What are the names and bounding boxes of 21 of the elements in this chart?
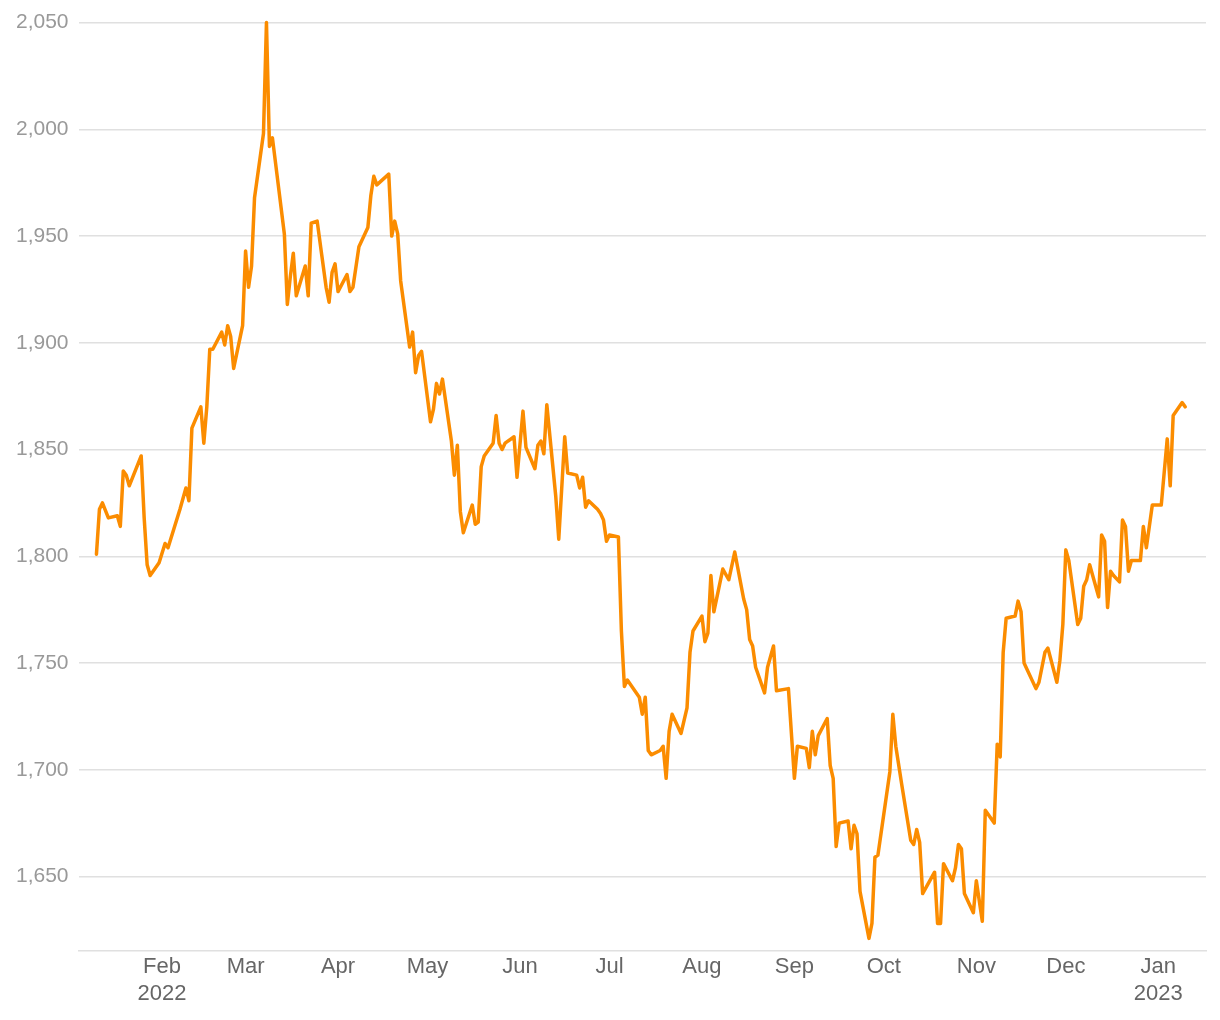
y-tick-label: 2,000 bbox=[15, 116, 69, 140]
y-tick-label: 1,750 bbox=[15, 649, 69, 673]
y-tick-label: 1,850 bbox=[15, 436, 69, 460]
x-tick-label: Jan 2023 bbox=[1133, 953, 1183, 1005]
x-tick-label: May bbox=[406, 953, 449, 979]
x-tick-label: Dec bbox=[1046, 953, 1086, 979]
x-tick-label: Mar bbox=[226, 953, 265, 979]
y-tick-label: 1,700 bbox=[15, 756, 69, 780]
y-tick-label: 1,950 bbox=[15, 222, 69, 246]
x-tick-label: Jul bbox=[595, 953, 624, 979]
x-tick-label: Apr bbox=[320, 953, 356, 979]
y-tick-label: 1,800 bbox=[15, 543, 69, 567]
x-tick-label: Jun bbox=[502, 953, 538, 979]
x-tick-label: Nov bbox=[956, 953, 996, 979]
y-tick-label: 1,900 bbox=[15, 329, 69, 353]
y-tick-label: 1,650 bbox=[15, 863, 69, 887]
y-tick-label: 2,050 bbox=[15, 9, 69, 33]
x-tick-label: Oct bbox=[866, 953, 901, 979]
x-tick-label: Sep bbox=[774, 953, 814, 979]
x-tick-label: Aug bbox=[682, 953, 722, 979]
x-tick-label: Feb 2022 bbox=[137, 953, 187, 1005]
